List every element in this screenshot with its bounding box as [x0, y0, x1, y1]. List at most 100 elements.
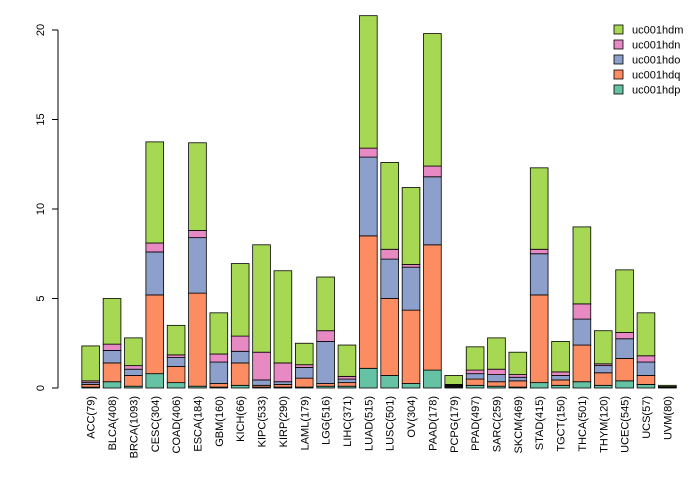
- bar-segment-uc001hdq: [81, 384, 100, 388]
- legend-label: uc001hdo: [632, 55, 680, 67]
- bar-segment-uc001hdq: [124, 375, 143, 387]
- bar-segment-uc001hdq: [188, 292, 207, 387]
- bar-segment-uc001hdq: [401, 309, 421, 384]
- bar-segment-uc001hdn: [102, 343, 122, 351]
- bar-segment-uc001hdp: [551, 384, 570, 389]
- bar-segment-uc001hdn: [359, 147, 378, 158]
- x-tick-label: LGG(516): [321, 396, 333, 445]
- x-tick-label: LUAD(515): [363, 396, 375, 451]
- x-tick-label: BLCA(408): [107, 396, 119, 450]
- bar-segment-uc001hdp: [615, 380, 634, 389]
- x-tick-label: PPAD(497): [470, 396, 482, 451]
- bar-segment-uc001hdo: [102, 350, 122, 364]
- bar-segment-uc001hdn: [487, 368, 506, 375]
- bar-segment-uc001hdp: [636, 384, 656, 389]
- bar-segment-uc001hdp: [102, 381, 122, 389]
- bar-segment-uc001hdo: [124, 368, 143, 376]
- bar-segment-uc001hdm: [529, 167, 549, 250]
- bar-segment-uc001hdo: [423, 176, 442, 246]
- y-tick-label: 5: [35, 295, 47, 301]
- bar-segment-uc001hdm: [145, 141, 165, 244]
- bar-segment-uc001hdq: [615, 358, 634, 382]
- x-tick-label: ESCA(184): [192, 396, 204, 452]
- bar-segment-uc001hdm: [658, 384, 677, 387]
- bar-segment-uc001hdq: [529, 294, 549, 384]
- bar-segment-uc001hdq: [166, 366, 186, 384]
- bar-segment-uc001hdo: [316, 341, 335, 384]
- bar-segment-uc001hdq: [359, 235, 378, 369]
- bar-segment-uc001hdm: [102, 298, 122, 345]
- bar-segment-uc001hdp: [380, 375, 399, 389]
- bar-segment-uc001hdo: [380, 258, 399, 299]
- x-tick-label: THYM(120): [598, 396, 610, 453]
- legend: uc001hdm uc001hdn uc001hdo uc001hdq uc001hdp: [613, 25, 683, 97]
- bar-segment-uc001hdo: [145, 251, 165, 296]
- legend-label: uc001hdm: [632, 25, 683, 37]
- bar-segment-uc001hdn: [529, 248, 549, 255]
- bar-segment-uc001hdq: [380, 298, 399, 376]
- bar-segment-uc001hdn: [572, 303, 592, 320]
- x-tick-label: LIHC(371): [342, 396, 354, 447]
- x-tick-label: LUSC(501): [385, 396, 397, 451]
- bar-area: [81, 15, 677, 389]
- legend-label: uc001hdq: [632, 70, 680, 82]
- bar-segment-uc001hdm: [465, 346, 485, 371]
- x-tick-label: LAML(179): [299, 396, 311, 450]
- bar-segment-uc001hdq: [636, 375, 656, 385]
- bar-segment-uc001hdn: [380, 248, 399, 260]
- x-tick-label: BRCA(1093): [128, 396, 140, 458]
- bar-segment-uc001hdn: [337, 375, 357, 380]
- bar-segment-uc001hdn: [273, 362, 293, 383]
- bar-segment-uc001hdp: [529, 382, 549, 389]
- bar-segment-uc001hdm: [615, 269, 634, 333]
- bar-segment-uc001hdm: [444, 375, 464, 385]
- bar-segment-uc001hdq: [230, 362, 250, 386]
- x-tick-label: TGCT(150): [556, 396, 568, 452]
- bar-segment-uc001hdo: [188, 237, 207, 294]
- x-tick-label: PAAD(178): [427, 396, 439, 451]
- x-axis: ACC(79) BLCA(408) BRCA(1093) CESC(304) COAD(…: [86, 396, 675, 458]
- bar-segment-uc001hdm: [636, 312, 656, 357]
- bar-segment-uc001hdo: [359, 156, 378, 237]
- bar-segment-uc001hdm: [572, 226, 592, 305]
- y-tick-label: 15: [35, 113, 47, 125]
- x-tick-label: UCS(57): [641, 396, 653, 439]
- bar-segment-uc001hdq: [572, 344, 592, 383]
- bar-segment-uc001hdm: [294, 342, 314, 366]
- bar-segment-uc001hdn: [316, 330, 335, 342]
- legend-swatch: [613, 84, 624, 95]
- x-tick-label: KIPC(533): [257, 396, 269, 447]
- bar-segment-uc001hdm: [273, 270, 293, 364]
- bar-segment-uc001hdm: [124, 337, 143, 367]
- bar-segment-uc001hdq: [316, 383, 335, 387]
- bar-segment-uc001hdo: [529, 253, 549, 296]
- bar-segment-uc001hdm: [188, 142, 207, 231]
- bar-segment-uc001hdq: [465, 378, 485, 386]
- x-tick-label: COAD(406): [171, 396, 183, 453]
- bar-segment-uc001hdn: [145, 242, 165, 253]
- bar-segment-uc001hdq: [294, 377, 314, 388]
- bar-segment-uc001hdm: [508, 351, 528, 375]
- bar-segment-uc001hdn: [230, 335, 250, 352]
- x-tick-label: SKCM(469): [513, 396, 525, 453]
- bar-segment-uc001hdo: [209, 361, 229, 384]
- bar-segment-uc001hdq: [145, 294, 165, 375]
- bar-segment-uc001hdm: [316, 276, 335, 332]
- bar-segment-uc001hdo: [593, 365, 613, 374]
- bar-segment-uc001hdm: [359, 15, 378, 149]
- bar-segment-uc001hdn: [124, 365, 143, 370]
- bar-segment-uc001hdq: [487, 381, 506, 387]
- bar-segment-uc001hdm: [423, 33, 442, 167]
- bar-segment-uc001hdn: [294, 364, 314, 368]
- bar-segment-uc001hdn: [252, 351, 271, 381]
- x-tick-label: STAD(415): [534, 396, 546, 450]
- x-tick-label: ACC(79): [86, 396, 98, 439]
- bar-segment-uc001hdp: [423, 369, 442, 389]
- x-tick-label: UCEC(545): [620, 396, 632, 453]
- x-tick-label: UVM(80): [662, 396, 674, 440]
- bar-segment-uc001hdn: [615, 332, 634, 340]
- bar-segment-uc001hdq: [337, 382, 357, 387]
- legend-swatch: [613, 69, 624, 80]
- x-tick-label: THCA(501): [577, 396, 589, 452]
